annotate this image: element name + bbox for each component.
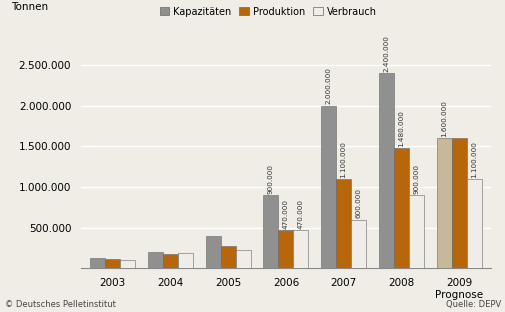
Bar xyxy=(105,259,120,268)
Bar xyxy=(450,138,466,268)
Text: © Deutsches Pelletinstitut: © Deutsches Pelletinstitut xyxy=(5,300,116,309)
Bar xyxy=(293,230,308,268)
Text: 1.480.000: 1.480.000 xyxy=(397,110,403,147)
Text: Quelle: DEPV: Quelle: DEPV xyxy=(445,300,500,309)
Bar xyxy=(466,179,481,268)
Bar xyxy=(408,195,423,268)
Text: 600.000: 600.000 xyxy=(355,188,361,218)
Bar xyxy=(350,220,366,268)
Text: 1.100.000: 1.100.000 xyxy=(470,141,476,178)
Text: 1.600.000: 1.600.000 xyxy=(440,100,446,137)
Text: 900.000: 900.000 xyxy=(267,164,273,194)
Text: 470.000: 470.000 xyxy=(297,199,304,229)
Legend: Kapazitäten, Produktion, Verbrauch: Kapazitäten, Produktion, Verbrauch xyxy=(159,7,376,17)
Text: 900.000: 900.000 xyxy=(413,164,419,194)
Bar xyxy=(163,254,178,268)
Text: 2.400.000: 2.400.000 xyxy=(383,35,388,72)
Bar xyxy=(278,230,293,268)
Bar xyxy=(378,73,393,268)
Bar xyxy=(147,252,163,268)
Bar xyxy=(393,148,408,268)
Text: Tonnen: Tonnen xyxy=(11,2,48,12)
Bar xyxy=(90,258,105,268)
Bar xyxy=(220,246,235,268)
Text: 470.000: 470.000 xyxy=(282,199,288,229)
Bar xyxy=(178,253,192,268)
Bar xyxy=(235,250,250,268)
Bar xyxy=(436,138,450,268)
Bar xyxy=(205,236,220,268)
Text: 1.100.000: 1.100.000 xyxy=(340,141,346,178)
Bar xyxy=(120,260,135,268)
Text: 2.000.000: 2.000.000 xyxy=(325,67,331,105)
Bar xyxy=(321,106,335,268)
Bar xyxy=(263,195,278,268)
Bar xyxy=(335,179,350,268)
